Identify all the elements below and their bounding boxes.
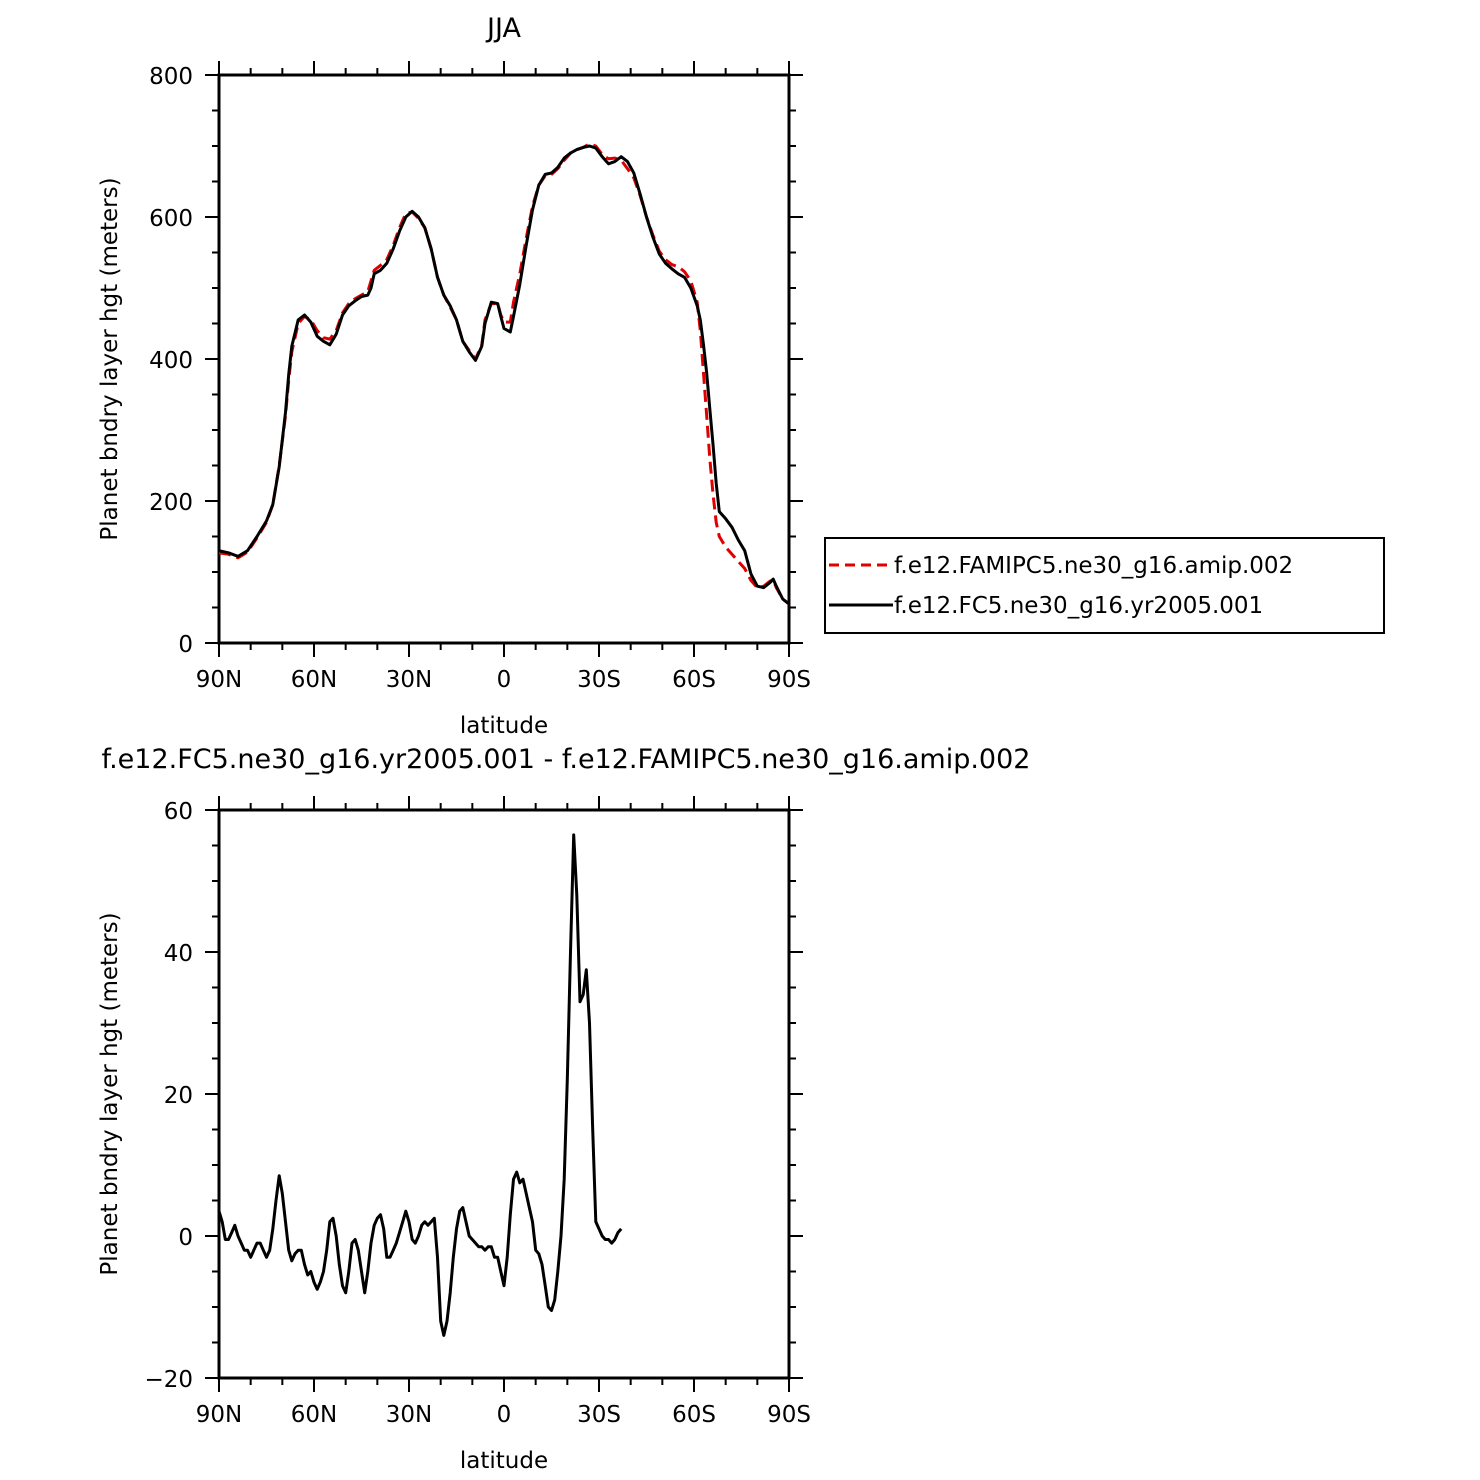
legend-label-fc5: f.e12.FC5.ne30_g16.yr2005.001: [894, 593, 1263, 619]
plot-frame: [217, 808, 791, 1380]
y-axis-label: Planet bndry layer hgt (meters): [97, 177, 123, 540]
y-tick-label: 60: [164, 799, 193, 825]
x-tick-label: 60N: [291, 1402, 337, 1428]
y-tick-label: 0: [178, 1225, 193, 1251]
legend: f.e12.FAMIPC5.ne30_g16.amip.002 f.e12.FC…: [824, 537, 1385, 634]
y-tick-label: 40: [164, 941, 193, 967]
y-tick-label: 400: [149, 348, 193, 374]
series-line-f-e12-fc5-ne30-g16-yr2005-001: [219, 144, 789, 606]
legend-label-amip: f.e12.FAMIPC5.ne30_g16.amip.002: [894, 553, 1293, 579]
y-tick-label: 600: [149, 206, 193, 232]
x-tick-label: 60N: [291, 667, 337, 693]
series-line-f-e12-famipc5-ne30-g16-amip-002: [219, 142, 789, 606]
x-tick-label: 60S: [672, 1402, 716, 1428]
x-tick-label: 90N: [196, 667, 242, 693]
y-tick-label: 800: [149, 64, 193, 90]
x-tick-label: 0: [497, 1402, 512, 1428]
x-tick-label: 90N: [196, 1402, 242, 1428]
x-tick-label: 30S: [577, 1402, 621, 1428]
x-tick-label: 0: [497, 667, 512, 693]
panel-top-chart: JJA 90N 60N 30N 0 30S 60S 90S 0 200 400 600 800 latit…: [97, 13, 811, 739]
x-tick-label: 30N: [386, 1402, 432, 1428]
chart-title: f.e12.FC5.ne30_g16.yr2005.001 - f.e12.FA…: [102, 744, 1031, 775]
y-axis-label: Planet bndry layer hgt (meters): [97, 912, 123, 1275]
x-tick-label: 90S: [767, 667, 811, 693]
chart-title: JJA: [485, 13, 521, 44]
y-tick-label: −20: [144, 1367, 193, 1393]
x-axis-label: latitude: [460, 1448, 548, 1474]
panel-bottom-chart: f.e12.FC5.ne30_g16.yr2005.001 - f.e12.FA…: [97, 744, 1030, 1474]
x-axis-label: latitude: [460, 713, 548, 739]
y-tick-label: 0: [178, 632, 193, 658]
x-tick-label: 60S: [672, 667, 716, 693]
x-tick-label: 30S: [577, 667, 621, 693]
series-line-difference: [219, 833, 623, 1337]
x-tick-label: 90S: [767, 1402, 811, 1428]
x-tick-label: 30N: [386, 667, 432, 693]
legend-box: [824, 537, 1385, 634]
y-tick-label: 20: [164, 1083, 193, 1109]
y-tick-label: 200: [149, 490, 193, 516]
